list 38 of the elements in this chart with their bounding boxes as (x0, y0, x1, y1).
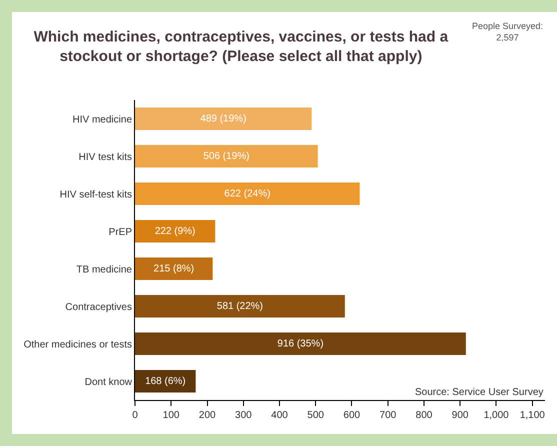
bar (135, 258, 213, 280)
y-tick-label: HIV self-test kits (60, 189, 132, 200)
x-tick-label: 1,100 (520, 410, 546, 421)
y-tick-label: HIV medicine (72, 114, 132, 126)
x-tick-label: 100 (162, 410, 180, 421)
y-tick-label: Contraceptives (65, 302, 132, 313)
y-tick-label: HIV test kits (78, 152, 132, 163)
bar (135, 332, 466, 355)
y-tick-label: TB medicine (76, 264, 132, 276)
data-label: 215 (8%) (154, 263, 194, 274)
y-tick-label: Other medicines or tests (24, 339, 132, 350)
bar (135, 145, 318, 168)
x-tick-label: 900 (452, 410, 469, 421)
annotation: Source: Service User Survey (415, 387, 544, 398)
chart-title: Which medicines, contraceptives, vaccines, or tests had a stockout or shortage? (Please select all that apply) (34, 28, 449, 66)
x-tick-label: 200 (198, 410, 216, 421)
bar (135, 295, 345, 318)
data-label: 581 (22%) (216, 300, 264, 312)
data-label: 916 (35%) (277, 338, 324, 350)
x-tick-label: 0 (132, 410, 138, 421)
data-label: 489 (19%) (200, 113, 246, 124)
x-tick-label: 1,000 (484, 410, 510, 421)
y-tick-label: Dont know (84, 376, 133, 388)
data-label: 622 (24%) (224, 188, 270, 200)
text: People Surveyed: 2,597 (472, 21, 544, 43)
x-tick-label: 700 (380, 410, 397, 421)
x-tick-label: 800 (416, 410, 433, 421)
x-tick-label: 600 (343, 410, 361, 421)
x-tick-label: 500 (307, 410, 324, 421)
y-tick-label: PrEP (108, 226, 132, 238)
bar (135, 182, 360, 205)
x-tick-label: 300 (235, 410, 252, 421)
bar (135, 108, 312, 130)
data-label: 222 (9%) (154, 226, 196, 237)
data-label: 506 (19%) (203, 150, 250, 162)
x-tick-label: 400 (271, 410, 288, 421)
bar (135, 220, 216, 242)
data-label: 168 (6%) (145, 376, 186, 387)
